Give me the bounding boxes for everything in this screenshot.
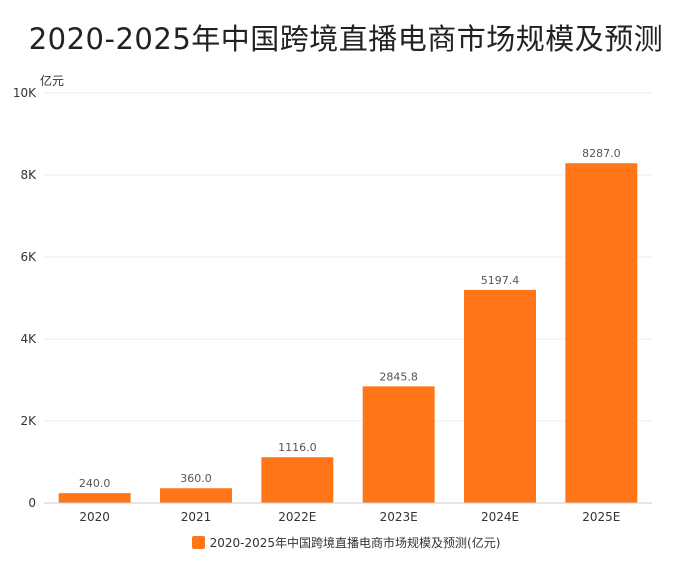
data-label: 2845.8 — [379, 370, 418, 383]
x-tick-label: 2024E — [481, 510, 519, 524]
bar-2021[interactable] — [160, 488, 232, 503]
legend-swatch — [191, 536, 205, 549]
legend-label: 2020-2025年中国跨境直播电商市场规模及预测(亿元) — [209, 536, 501, 550]
data-label: 1116.0 — [278, 441, 317, 454]
x-tick-label: 2021 — [181, 510, 212, 524]
x-tick-label: 2022E — [278, 510, 316, 524]
y-tick-label: 4K — [20, 332, 37, 346]
bar-2023E[interactable] — [362, 386, 435, 503]
data-label: 240.0 — [79, 477, 111, 490]
legend[interactable]: 2020-2025年中国跨境直播电商市场规模及预测(亿元) — [0, 534, 692, 551]
bar-2022E[interactable] — [261, 457, 334, 503]
bars — [58, 163, 638, 503]
chart-title: 2020-2025年中国跨境直播电商市场规模及预测 — [28, 22, 664, 56]
gridlines — [44, 92, 652, 422]
y-tick-label: 10K — [13, 86, 37, 100]
x-tick-label: 2025E — [582, 510, 620, 524]
x-tick-label: 2020 — [79, 510, 110, 524]
y-tick-label: 2K — [20, 414, 37, 428]
y-tick-label: 8K — [20, 168, 37, 182]
x-axis-ticks: 2020 2021 2022E 2023E 2024E 2025E — [79, 510, 620, 524]
data-label: 360.0 — [180, 472, 212, 485]
y-axis-ticks: 0 2K 4K 6K 8K 10K — [13, 86, 37, 510]
x-tick-label: 2023E — [380, 510, 418, 524]
data-label: 8287.0 — [582, 147, 621, 160]
data-label: 5197.4 — [481, 274, 520, 287]
bar-2025E[interactable] — [565, 163, 638, 503]
bar-2020[interactable] — [58, 493, 131, 503]
y-tick-label: 0 — [28, 496, 36, 510]
y-axis-unit-label: 亿元 — [40, 73, 64, 88]
data-labels: 240.0 360.0 1116.0 2845.8 5197.4 8287.0 — [79, 147, 621, 490]
bar-2024E[interactable] — [464, 289, 536, 503]
y-tick-label: 6K — [20, 250, 37, 264]
